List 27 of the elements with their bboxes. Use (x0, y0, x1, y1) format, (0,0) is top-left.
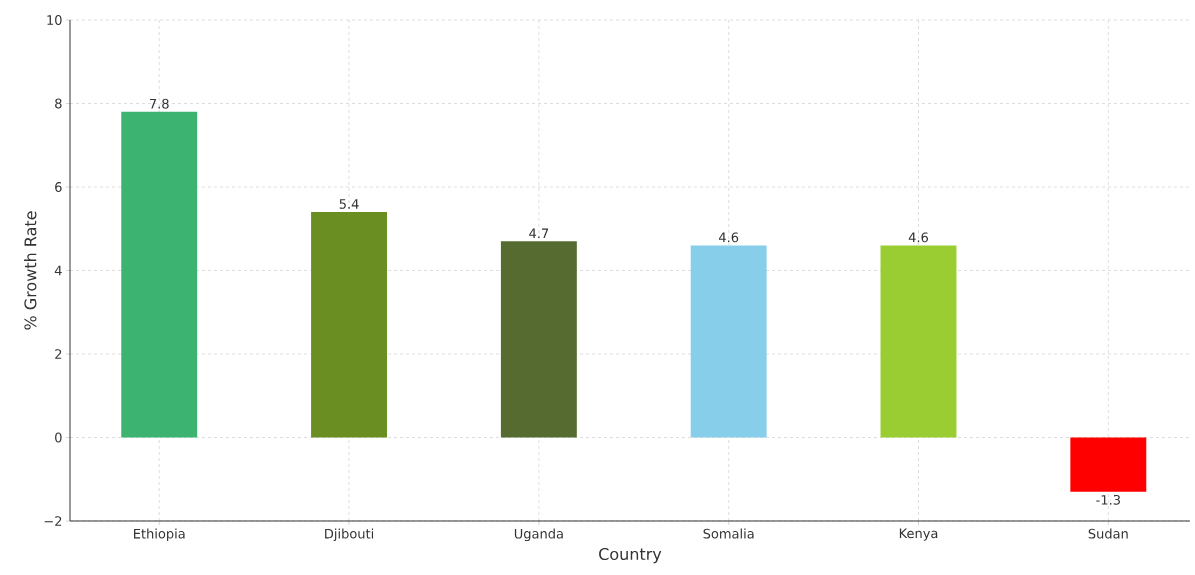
data-label: 5.4 (339, 199, 359, 209)
x-tick-label: Uganda (514, 528, 563, 542)
data-label: 4.6 (718, 232, 739, 243)
y-tick-label: 2 (55, 349, 62, 359)
bar (1070, 437, 1147, 492)
data-label: -1.3 (1096, 494, 1120, 505)
y-tick-label: 6 (55, 182, 62, 192)
bar (500, 241, 577, 438)
y-tick-label: 10 (47, 15, 62, 25)
x-tick-label: Somalia (703, 528, 754, 539)
y-tick-label: 8 (55, 98, 62, 109)
x-axis-title: Country (599, 547, 662, 564)
x-tick-label: Kenya (899, 528, 938, 541)
y-tick-label: 4 (54, 265, 62, 276)
x-tick-label: Ethiopia (134, 528, 185, 542)
x-tick-label: Djibouti (325, 528, 374, 542)
y-tick-label: −2 (44, 516, 62, 526)
bar (121, 111, 198, 438)
bar (880, 245, 957, 438)
data-label: 7.8 (149, 98, 169, 109)
x-tick-label: Sudan (1088, 528, 1128, 539)
bar (311, 212, 388, 438)
data-label: 4.6 (908, 232, 929, 243)
y-tick-label: 0 (55, 432, 62, 443)
y-axis-title: % Growth Rate (24, 211, 37, 330)
data-label: 4.7 (529, 228, 549, 239)
bar (690, 245, 767, 438)
